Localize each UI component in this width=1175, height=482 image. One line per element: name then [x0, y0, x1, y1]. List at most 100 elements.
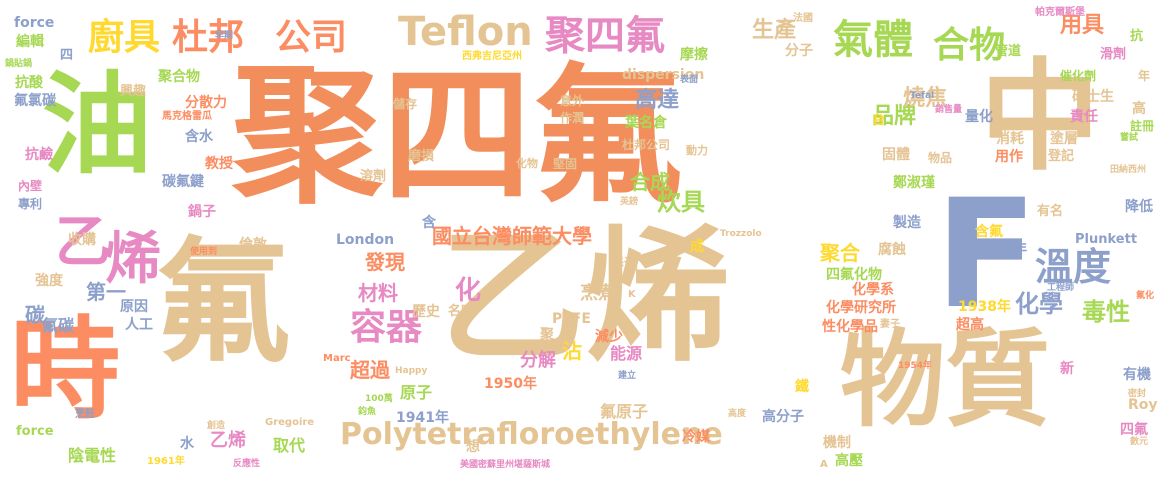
cloud-word: force: [16, 424, 54, 439]
cloud-word: 材料: [358, 281, 398, 305]
cloud-word: 溫度: [1035, 245, 1112, 289]
cloud-word: 表面: [680, 75, 699, 85]
cloud-word: 名字: [448, 304, 475, 319]
cloud-word: 聚四氟: [545, 13, 665, 59]
cloud-word: 登記: [1048, 149, 1075, 164]
cloud-word: 催化劑: [1060, 69, 1097, 83]
cloud-word: 量化: [965, 109, 993, 125]
cloud-word: 責任: [1070, 109, 1098, 125]
cloud-word: 聚: [540, 327, 554, 343]
cloud-word: 妻子: [880, 319, 900, 330]
cloud-word: 分子: [785, 43, 813, 59]
cloud-word: 創造: [207, 421, 226, 431]
cloud-word: 註冊: [1130, 119, 1155, 133]
cloud-word: 成: [690, 239, 704, 255]
cloud-word: 鄭淑瑾: [893, 175, 935, 191]
cloud-word: 化物: [516, 157, 538, 170]
cloud-word: 1941年: [396, 410, 449, 426]
cloud-word: 嘗試: [1120, 133, 1139, 143]
cloud-word: 儲存: [393, 97, 418, 111]
cloud-word: Gregoire: [265, 417, 315, 428]
cloud-word: 溶劑: [360, 169, 387, 184]
cloud-word: 合物: [933, 25, 1006, 66]
cloud-word: Plunkett: [1075, 232, 1138, 247]
cloud-word: 抗酸: [15, 75, 43, 91]
cloud-word: 台: [872, 113, 886, 128]
cloud-word: 1961年: [147, 456, 185, 467]
cloud-word: 數元: [1130, 437, 1149, 447]
cloud-word: 聚合: [820, 241, 860, 265]
cloud-word: 國立台灣師範大學: [432, 224, 592, 248]
cloud-word: London: [336, 232, 395, 248]
cloud-word: 工程師: [1047, 283, 1075, 293]
cloud-word: 乙烯: [210, 430, 246, 451]
cloud-word: 腐蝕: [878, 242, 906, 258]
cloud-word: 動力: [686, 144, 708, 157]
cloud-word: Happy: [395, 366, 428, 376]
cloud-word: 容器: [350, 307, 423, 348]
cloud-word: 意外: [560, 94, 585, 108]
cloud-word: 聚合物: [158, 69, 200, 85]
cloud-word: 四氟: [1120, 422, 1148, 438]
cloud-word: 葉名倉: [625, 115, 667, 131]
cloud-word: 鍋子: [188, 204, 216, 220]
cloud-word: 取代: [273, 436, 306, 455]
cloud-word: 油: [42, 61, 152, 189]
cloud-word: 1954年: [898, 361, 933, 371]
cloud-word: 密封: [1128, 389, 1147, 399]
cloud-word: 發現: [365, 250, 405, 274]
cloud-word: K: [628, 289, 636, 300]
cloud-word: 氟氯碳: [14, 93, 56, 109]
cloud-word: 製造: [893, 215, 921, 231]
cloud-word: 原子: [400, 383, 433, 402]
cloud-word: 時: [10, 306, 120, 434]
cloud-word: 沾: [562, 339, 582, 363]
cloud-word: 分解: [520, 350, 556, 371]
cloud-word: 化學: [1015, 290, 1063, 318]
cloud-word: 乙: [55, 210, 111, 275]
cloud-word: 作潤: [560, 111, 585, 125]
cloud-word: dispersion: [622, 67, 705, 83]
cloud-word: 抗: [1130, 29, 1144, 44]
cloud-word: 早期: [215, 31, 234, 41]
cloud-word: 合成: [630, 170, 670, 194]
cloud-word: 烹煮: [580, 283, 616, 304]
cloud-word: 氟碳: [42, 316, 75, 335]
cloud-word: 氣體: [833, 17, 913, 63]
cloud-word: PTFE: [552, 311, 591, 327]
cloud-word: 烹飪: [75, 409, 95, 420]
cloud-word: 品牌: [872, 104, 917, 129]
cloud-word: 碳: [25, 303, 45, 327]
cloud-word: Tefal: [910, 91, 935, 101]
cloud-word: 高達: [635, 88, 680, 113]
cloud-word: 1945年: [978, 242, 1028, 257]
cloud-word: 性化學品: [822, 319, 878, 335]
cloud-word: 超過: [350, 358, 390, 382]
cloud-word: 毒性: [1082, 298, 1130, 326]
cloud-word: 內壁: [18, 179, 43, 193]
cloud-word: 氟原子: [600, 402, 649, 421]
cloud-word: 鐵: [795, 379, 809, 395]
cloud-word: 摩擦: [680, 47, 708, 63]
cloud-word: 聚四氟: [232, 50, 683, 224]
cloud-word: 用作: [995, 149, 1023, 165]
cloud-word: F: [935, 168, 1038, 342]
cloud-word: 固體: [882, 147, 910, 163]
cloud-word: 四: [60, 48, 74, 63]
cloud-word: 氟化: [1136, 291, 1155, 301]
cloud-word: 生產: [752, 18, 797, 43]
cloud-word: 高壓: [835, 453, 863, 469]
cloud-word: 水: [180, 436, 194, 452]
cloud-word: 物品: [928, 151, 953, 165]
cloud-word: 陰電性: [68, 446, 117, 465]
cloud-word: 強度: [35, 273, 63, 289]
cloud-word: 英鎊: [620, 197, 639, 207]
cloud-word: 有名: [1037, 204, 1064, 219]
cloud-word: 廚具: [88, 17, 161, 58]
cloud-word: 高分子: [762, 409, 804, 425]
cloud-word: 年: [1138, 69, 1151, 83]
cloud-word: 分散力: [185, 95, 227, 111]
cloud-word: 超高: [956, 317, 984, 333]
cloud-word: 馬克格雷瓜: [162, 111, 212, 122]
